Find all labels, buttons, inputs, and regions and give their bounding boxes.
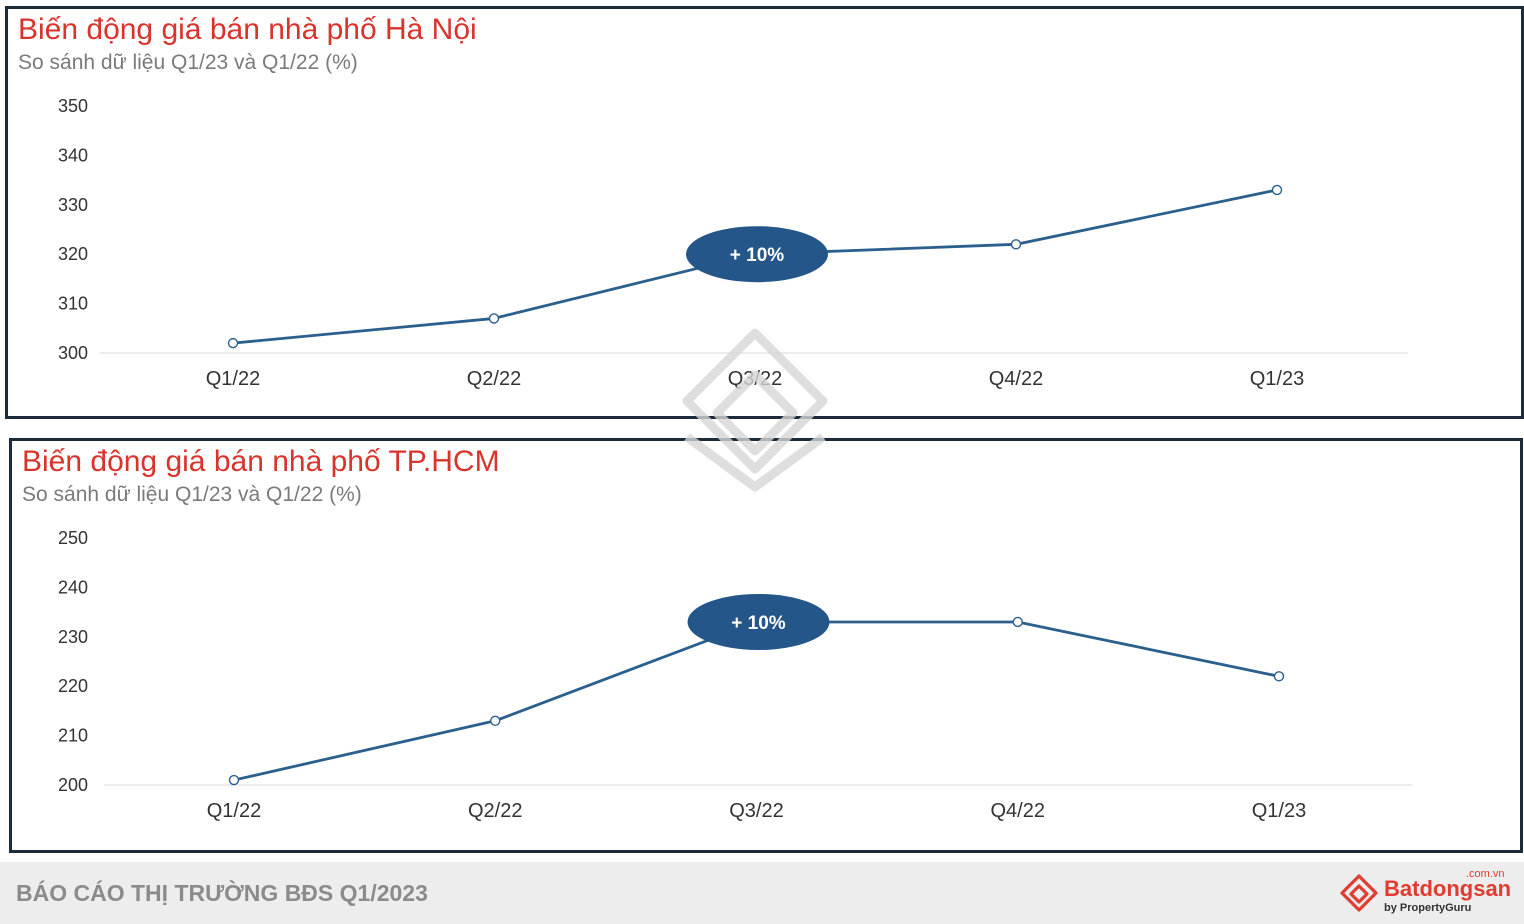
annotation-label: + 10% bbox=[730, 245, 785, 266]
annotation-bubble bbox=[687, 593, 830, 650]
data-point-Q1-22 bbox=[228, 774, 240, 786]
brand-name: Batdongsan bbox=[1384, 876, 1512, 901]
brand-logo: Batdongsan .com.vn by PropertyGuru bbox=[1340, 868, 1520, 918]
x-tick-label: Q1/22 bbox=[206, 368, 260, 390]
chart-panel-hcm: Biến động giá bán nhà phố TP.HCM So sánh… bbox=[9, 438, 1523, 853]
chart-panel-hanoi: Biến động giá bán nhà phố Hà Nội So sánh… bbox=[5, 6, 1524, 419]
data-point-Q4-22 bbox=[1010, 239, 1022, 250]
line-chart-hcm: 200 210 220 230 240 250 Q1/22 Q2/22 Q3/22 Q4/22 Q1… bbox=[58, 528, 1412, 822]
brand-domain: .com.vn bbox=[1466, 868, 1505, 880]
y-tick-label: 310 bbox=[58, 294, 88, 314]
chart-subtitle: So sánh dữ liệu Q1/23 và Q1/22 (%) bbox=[22, 483, 362, 506]
x-tick-label: Q2/22 bbox=[467, 368, 521, 390]
y-tick-label: 210 bbox=[58, 726, 88, 746]
data-point-Q2-22 bbox=[488, 313, 500, 324]
x-tick-label: Q1/22 bbox=[207, 800, 261, 822]
y-tick-label: 340 bbox=[58, 145, 88, 165]
annotation-label: + 10% bbox=[731, 613, 786, 634]
y-tick-label: 200 bbox=[58, 775, 88, 795]
data-point-Q1-23 bbox=[1271, 184, 1283, 196]
data-point-Q4-22 bbox=[1012, 616, 1023, 628]
y-tick-label: 300 bbox=[58, 343, 88, 363]
house-logo-icon bbox=[1340, 874, 1378, 912]
x-tick-label: Q1/23 bbox=[1252, 800, 1306, 822]
report-title: BÁO CÁO THỊ TRƯỜNG BĐS Q1/2023 bbox=[16, 880, 428, 906]
footer-bar: BÁO CÁO THỊ TRƯỜNG BĐS Q1/2023 Batdongsa… bbox=[0, 862, 1524, 924]
y-tick-label: 250 bbox=[58, 528, 88, 548]
x-tick-label: Q3/22 bbox=[729, 800, 783, 822]
y-tick-label: 320 bbox=[58, 244, 88, 264]
chart-subtitle: So sánh dữ liệu Q1/23 và Q1/22 (%) bbox=[18, 51, 358, 74]
chart-title: Biến động giá bán nhà phố TP.HCM bbox=[22, 445, 500, 478]
y-tick-label: 220 bbox=[58, 676, 88, 696]
y-tick-label: 350 bbox=[58, 96, 88, 116]
annotation-bubble bbox=[686, 226, 828, 283]
y-tick-label: 240 bbox=[58, 577, 88, 597]
x-tick-label: Q4/22 bbox=[989, 368, 1043, 390]
x-tick-label: Q4/22 bbox=[991, 800, 1045, 822]
line-chart-hanoi: 300 310 320 330 340 350 Q1/22 Q2/22 Q3/22 Q4/22 Q1… bbox=[58, 96, 1408, 390]
y-tick-label: 330 bbox=[58, 195, 88, 215]
data-point-Q2-22 bbox=[490, 715, 501, 726]
x-tick-label: Q3/22 bbox=[728, 368, 782, 390]
brand-by: by PropertyGuru bbox=[1384, 902, 1472, 914]
chart-title: Biến động giá bán nhà phố Hà Nội bbox=[18, 13, 477, 46]
y-tick-label: 230 bbox=[58, 627, 88, 647]
x-tick-label: Q2/22 bbox=[468, 800, 522, 822]
data-point-Q1-22 bbox=[227, 337, 239, 349]
x-tick-label: Q1/23 bbox=[1250, 368, 1304, 390]
data-point-Q1-23 bbox=[1273, 671, 1285, 682]
